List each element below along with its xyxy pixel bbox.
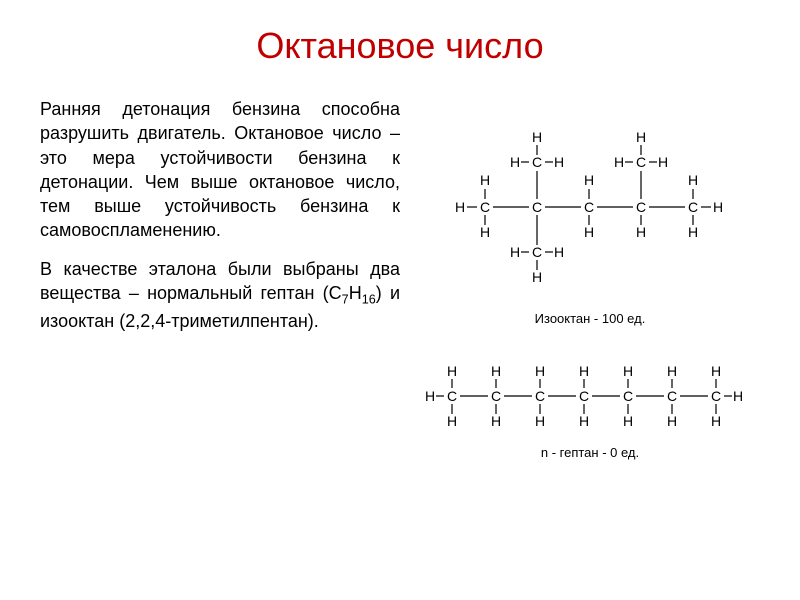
svg-text:H: H (584, 172, 594, 188)
svg-text:C: C (579, 388, 589, 404)
svg-text:H: H (480, 172, 490, 188)
svg-text:H: H (688, 172, 698, 188)
molecule-heptane: C C C C C C C H (420, 351, 760, 460)
svg-text:C: C (532, 244, 542, 260)
svg-text:H: H (554, 244, 564, 260)
svg-text:C: C (688, 199, 698, 215)
paragraph-1: Ранняя детонация бензина способна разруш… (40, 97, 400, 243)
svg-text:H: H (579, 363, 589, 379)
svg-text:H: H (447, 363, 457, 379)
svg-text:C: C (636, 154, 646, 170)
svg-text:C: C (532, 199, 542, 215)
svg-text:H: H (455, 199, 465, 215)
svg-text:H: H (425, 388, 435, 404)
svg-text:H: H (711, 413, 721, 429)
svg-text:H: H (554, 154, 564, 170)
svg-text:H: H (688, 224, 698, 240)
heptane-svg: C C C C C C C H (420, 351, 760, 441)
page-title: Октановое число (40, 25, 760, 67)
svg-text:H: H (623, 413, 633, 429)
svg-text:H: H (535, 413, 545, 429)
molecule-isooctane: C C C C C H H H (445, 107, 735, 326)
svg-text:C: C (623, 388, 633, 404)
svg-text:H: H (491, 363, 501, 379)
svg-text:H: H (713, 199, 723, 215)
content-row: Ранняя детонация бензина способна разруш… (40, 97, 760, 460)
heptane-label: n - гептан - 0 ед. (420, 445, 760, 460)
svg-text:H: H (491, 413, 501, 429)
svg-text:C: C (584, 199, 594, 215)
svg-text:C: C (532, 154, 542, 170)
svg-text:C: C (667, 388, 677, 404)
svg-text:H: H (711, 363, 721, 379)
svg-text:C: C (535, 388, 545, 404)
diagram-column: C C C C C H H H (420, 97, 760, 460)
paragraph-2: В качестве эталона были выбраны два веще… (40, 257, 400, 333)
svg-text:H: H (532, 269, 542, 285)
svg-text:H: H (614, 154, 624, 170)
svg-text:H: H (733, 388, 743, 404)
text-column: Ранняя детонация бензина способна разруш… (40, 97, 400, 460)
svg-text:H: H (579, 413, 589, 429)
isooctane-label: Изооктан - 100 ед. (445, 311, 735, 326)
svg-text:H: H (623, 363, 633, 379)
svg-text:H: H (636, 224, 646, 240)
svg-text:H: H (658, 154, 668, 170)
svg-text:H: H (510, 154, 520, 170)
svg-text:H: H (447, 413, 457, 429)
svg-text:C: C (711, 388, 721, 404)
svg-text:H: H (535, 363, 545, 379)
svg-text:C: C (480, 199, 490, 215)
svg-text:H: H (667, 363, 677, 379)
svg-text:H: H (636, 129, 646, 145)
svg-text:H: H (480, 224, 490, 240)
svg-text:C: C (491, 388, 501, 404)
svg-text:H: H (532, 129, 542, 145)
svg-text:H: H (510, 244, 520, 260)
svg-text:C: C (447, 388, 457, 404)
isooctane-svg: C C C C C H H H (445, 107, 735, 307)
svg-text:H: H (584, 224, 594, 240)
svg-text:C: C (636, 199, 646, 215)
svg-text:H: H (667, 413, 677, 429)
